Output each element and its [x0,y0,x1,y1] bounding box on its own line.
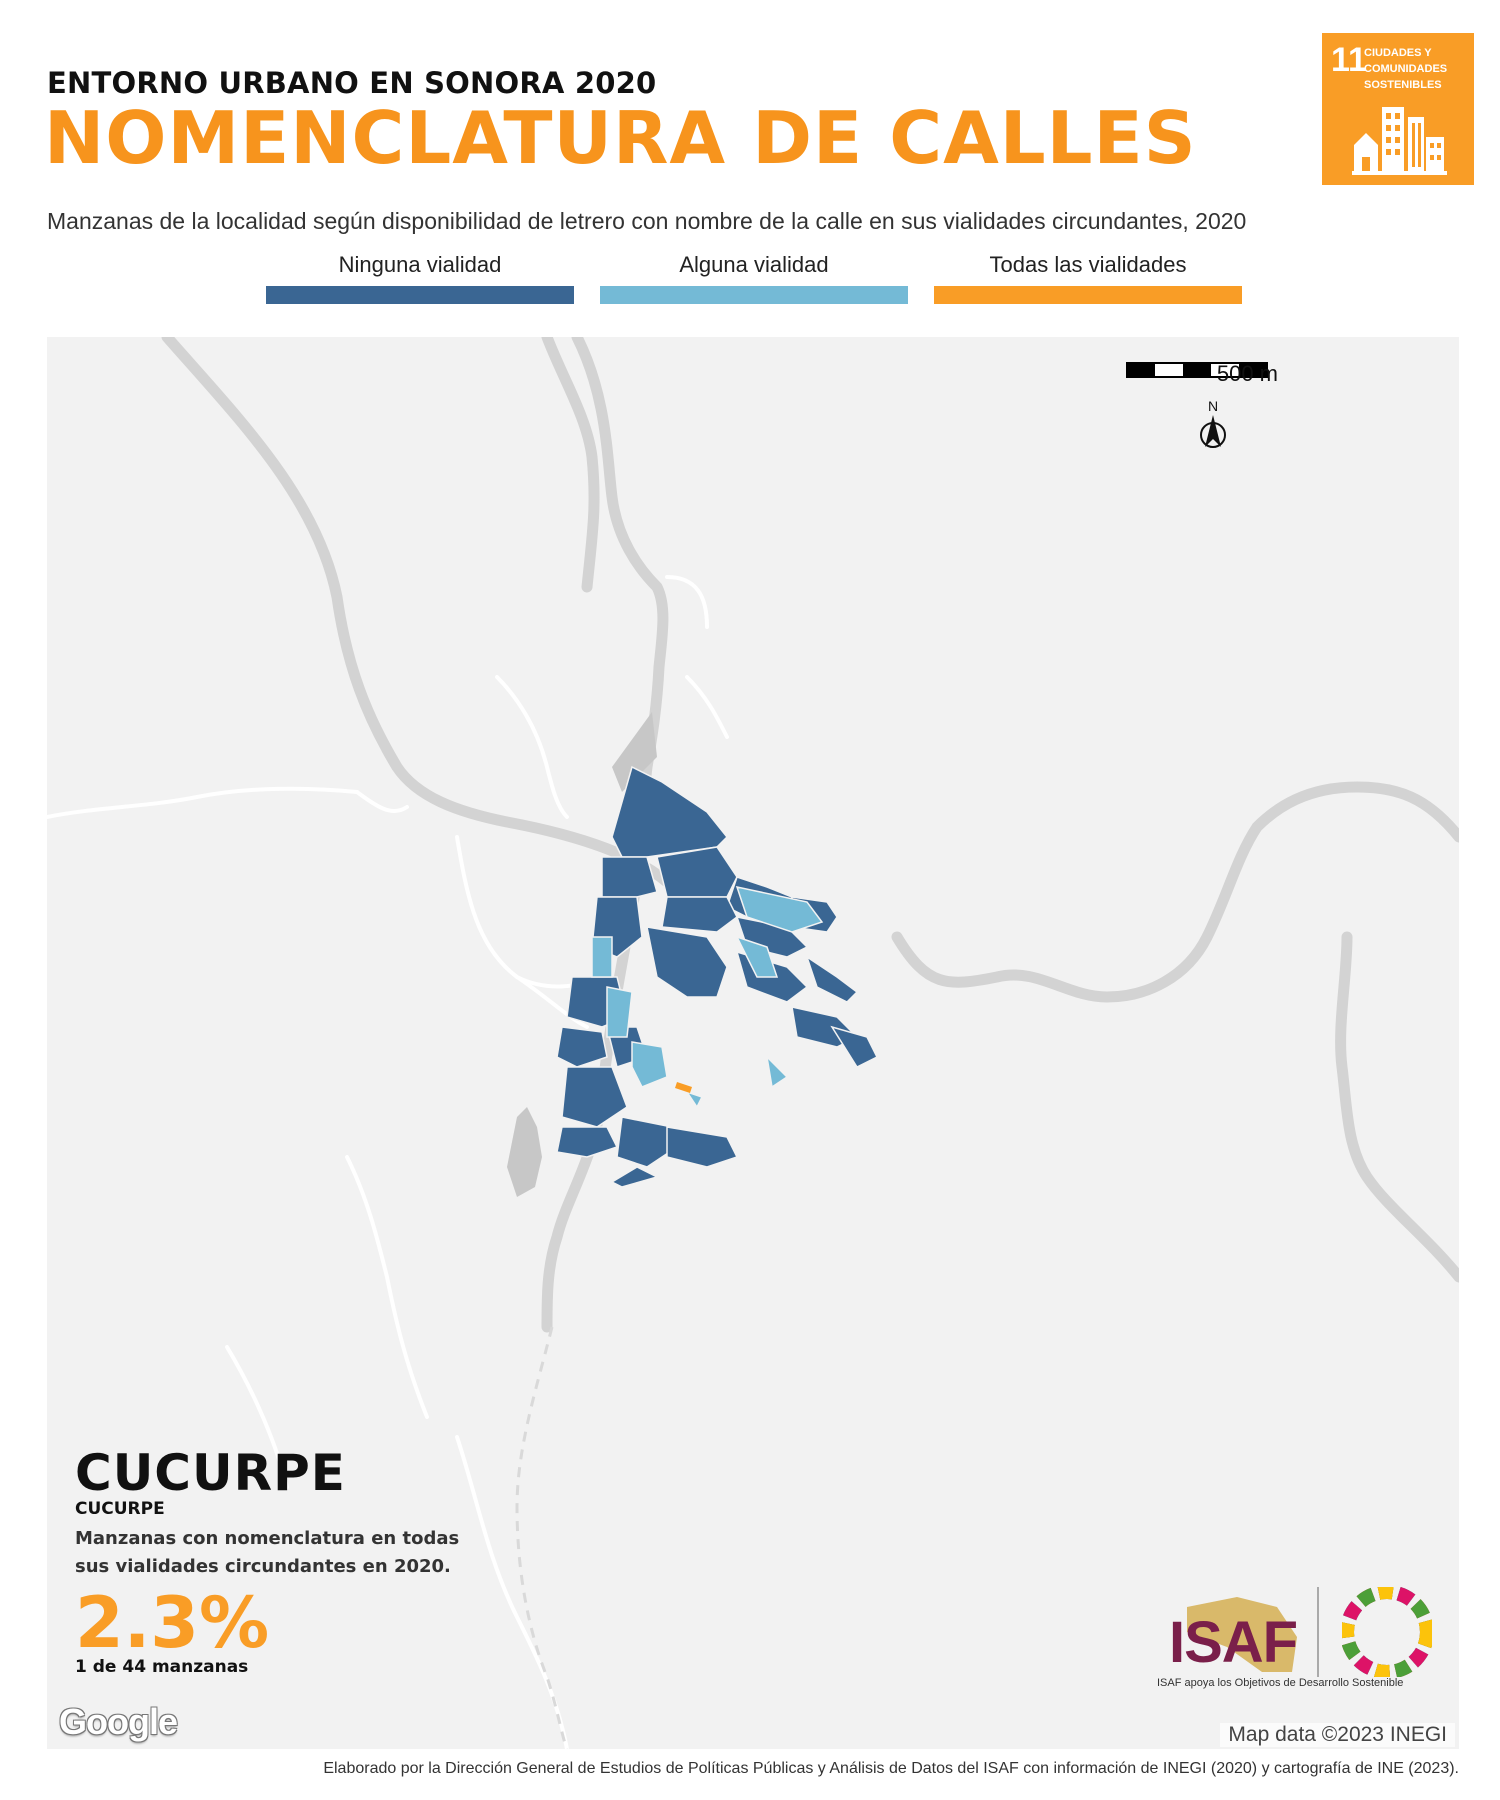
city-block [616,1116,678,1168]
sdg-wheel-icon [1342,1587,1432,1677]
local-road [345,1155,429,1419]
city-block [606,986,633,1038]
map-attribution: Map data ©2023 INEGI [1220,1723,1455,1747]
city-block [610,1166,660,1188]
footer-credit: Elaborado por la Dirección General de Es… [323,1760,1459,1777]
map-panel[interactable]: N 500 m CUCURPE CUCURPE Manzanas con nom… [47,337,1459,1749]
city-block [556,1126,619,1158]
city-block [685,1090,704,1109]
highway-road [161,337,673,888]
river [612,712,657,792]
highway-road [541,337,600,593]
sdg-label: CIUDADES Y COMUNIDADES SOSTENIBLES [1364,47,1448,91]
legend-swatch [600,286,908,304]
city-block [561,1066,628,1128]
blocks-count: 1 de 44 manzanas [75,1657,249,1677]
city-block [666,1126,739,1168]
percent-value: 2.3% [75,1582,270,1664]
highway-road [1335,931,1459,1283]
city-block [656,846,738,898]
dirt-road [515,1326,569,1749]
sdg-11-badge: 11 CIUDADES Y COMUNIDADES SOSTENIBLES [1322,33,1474,185]
legend: Ninguna vialidad Alguna vialidad Todas l… [266,250,1242,312]
city-block [805,955,859,1003]
isaf-logo: ISAF ISAF apoya los Objetivos de Desarro… [1157,1587,1447,1697]
legend-item-ninguna: Ninguna vialidad [266,250,574,304]
city-block [830,1025,879,1068]
sdg-number: 11 [1331,41,1367,79]
local-road [665,575,709,629]
city-block [631,1041,668,1088]
city-block [675,1082,692,1093]
isaf-tagline: ISAF apoya los Objetivos de Desarrollo S… [1157,1677,1404,1689]
legend-swatch [266,286,574,304]
municipality-name: CUCURPE [75,1499,165,1519]
scale-bar [1126,362,1268,378]
city-block [661,896,738,933]
scale-label: 500 m [1216,361,1278,386]
sonora-map-icon [1187,1597,1297,1672]
highway-road [891,781,1459,1003]
river [507,1107,542,1197]
north-label: N [1208,398,1218,414]
city-block [735,885,824,933]
local-road [495,675,569,819]
logo-divider [1317,1587,1319,1677]
city-block [646,926,728,998]
city-block [611,765,729,858]
city-block [591,936,613,978]
legend-item-todas: Todas las vialidades [934,250,1242,304]
local-road [455,835,609,989]
local-road [515,975,589,1029]
legend-label: Todas las vialidades [989,252,1187,277]
locality-description: Manzanas con nomenclatura en todas sus v… [75,1528,460,1577]
local-road [355,790,409,813]
google-logo: Google [59,1701,178,1742]
local-road [685,675,729,739]
local-road [47,786,359,819]
legend-swatch [934,286,1242,304]
local-road [225,1345,289,1489]
map-subtitle: Manzanas de la localidad según disponibi… [47,208,1247,234]
map-canvas[interactable]: N [47,337,1459,1749]
city-block [601,856,658,898]
legend-label: Ninguna vialidad [338,252,502,277]
legend-label: Alguna vialidad [679,252,829,277]
city-block [735,935,779,978]
page-title: NOMENCLATURA DE CALLES [44,96,1197,180]
legend-item-alguna: Alguna vialidad [600,250,908,304]
city-block [556,1026,608,1068]
locality-name: CUCURPE [75,1444,346,1502]
city-block [765,1054,789,1089]
header-kicker: ENTORNO URBANO EN SONORA 2020 [47,66,657,100]
city-buildings-icon [1352,107,1447,175]
north-arrow-icon: N [1200,398,1226,448]
isaf-logo-text: ISAF [1169,1610,1298,1675]
locality-summary: CUCURPE CUCURPE Manzanas con nomenclatur… [75,1445,535,1677]
